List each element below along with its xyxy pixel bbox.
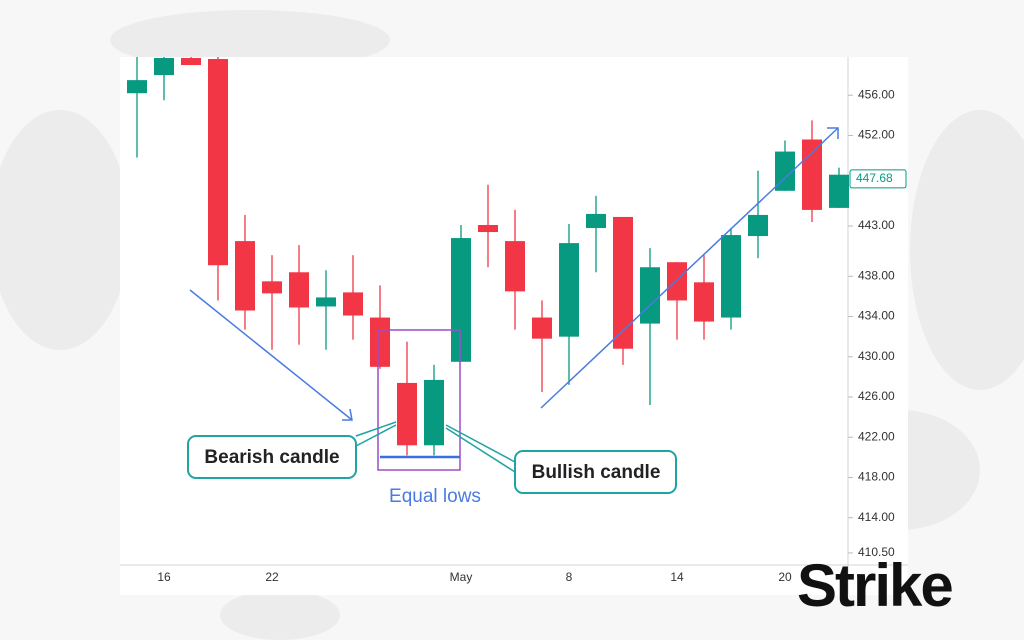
connector (355, 424, 397, 447)
annotation: Bullish candle (532, 462, 661, 483)
candle-body (154, 58, 174, 76)
x-tick-label: 22 (265, 570, 279, 584)
candle-body (829, 174, 849, 208)
candle-body (694, 282, 714, 322)
x-tick-label: 14 (670, 570, 684, 584)
y-tick-label: 452.00 (858, 128, 895, 142)
y-tick-label: 422.00 (858, 429, 895, 443)
candles (127, 57, 853, 554)
y-tick-label: 443.00 (858, 218, 895, 232)
candle-body (478, 224, 498, 233)
price-tag-label: 447.68 (856, 171, 893, 185)
time-axis-area (120, 565, 908, 595)
annotation: Bearish candle (204, 447, 339, 468)
connector (445, 424, 516, 463)
candle-body (208, 59, 228, 266)
connector (355, 421, 397, 437)
candle-body (775, 151, 795, 191)
callout-box (514, 450, 677, 494)
candle-body (316, 297, 336, 307)
price-tag (849, 169, 907, 189)
candle-body (532, 317, 552, 339)
arrow-head (827, 127, 839, 139)
y-tick-label: 410.50 (858, 545, 895, 559)
candle-body (262, 281, 282, 294)
annotation: Equal lows (389, 486, 481, 507)
trend-arrow (540, 127, 839, 409)
highlight-box (377, 329, 461, 471)
candle-body (127, 80, 147, 94)
candle-body (721, 235, 741, 318)
candle-body (451, 238, 471, 362)
y-tick-label: 438.00 (858, 268, 895, 282)
candle-body (235, 241, 255, 311)
y-tick-label: 456.00 (858, 87, 895, 101)
candle-body (343, 292, 363, 316)
candle-body (613, 216, 633, 349)
candle-body (586, 213, 606, 229)
candle-body (424, 379, 444, 446)
candle-body (802, 139, 822, 210)
price-axis-area (848, 57, 908, 565)
x-tick-label: 16 (157, 570, 171, 584)
y-tick-label: 414.00 (858, 510, 895, 524)
x-tick-label: May (450, 570, 473, 584)
candle-body (640, 267, 660, 324)
x-tick-label: 20 (778, 570, 792, 584)
candle-body (505, 241, 525, 292)
candle-body (667, 262, 687, 301)
x-tick-label: 8 (566, 570, 573, 584)
y-tick-label: 418.00 (858, 470, 895, 484)
candle-body (370, 317, 390, 367)
y-tick-label: 426.00 (858, 389, 895, 403)
y-tick-label: 434.00 (858, 309, 895, 323)
candle-body (397, 382, 417, 446)
y-tick-label: 430.00 (858, 349, 895, 363)
candle-body (748, 214, 768, 237)
callout-box (187, 435, 357, 479)
arrow-head (342, 408, 353, 421)
candle-body (181, 58, 201, 66)
logo: Strike (797, 552, 952, 619)
candle-body (289, 272, 309, 308)
connector (445, 427, 516, 473)
trend-arrow (189, 289, 353, 421)
candle-body (559, 243, 579, 337)
